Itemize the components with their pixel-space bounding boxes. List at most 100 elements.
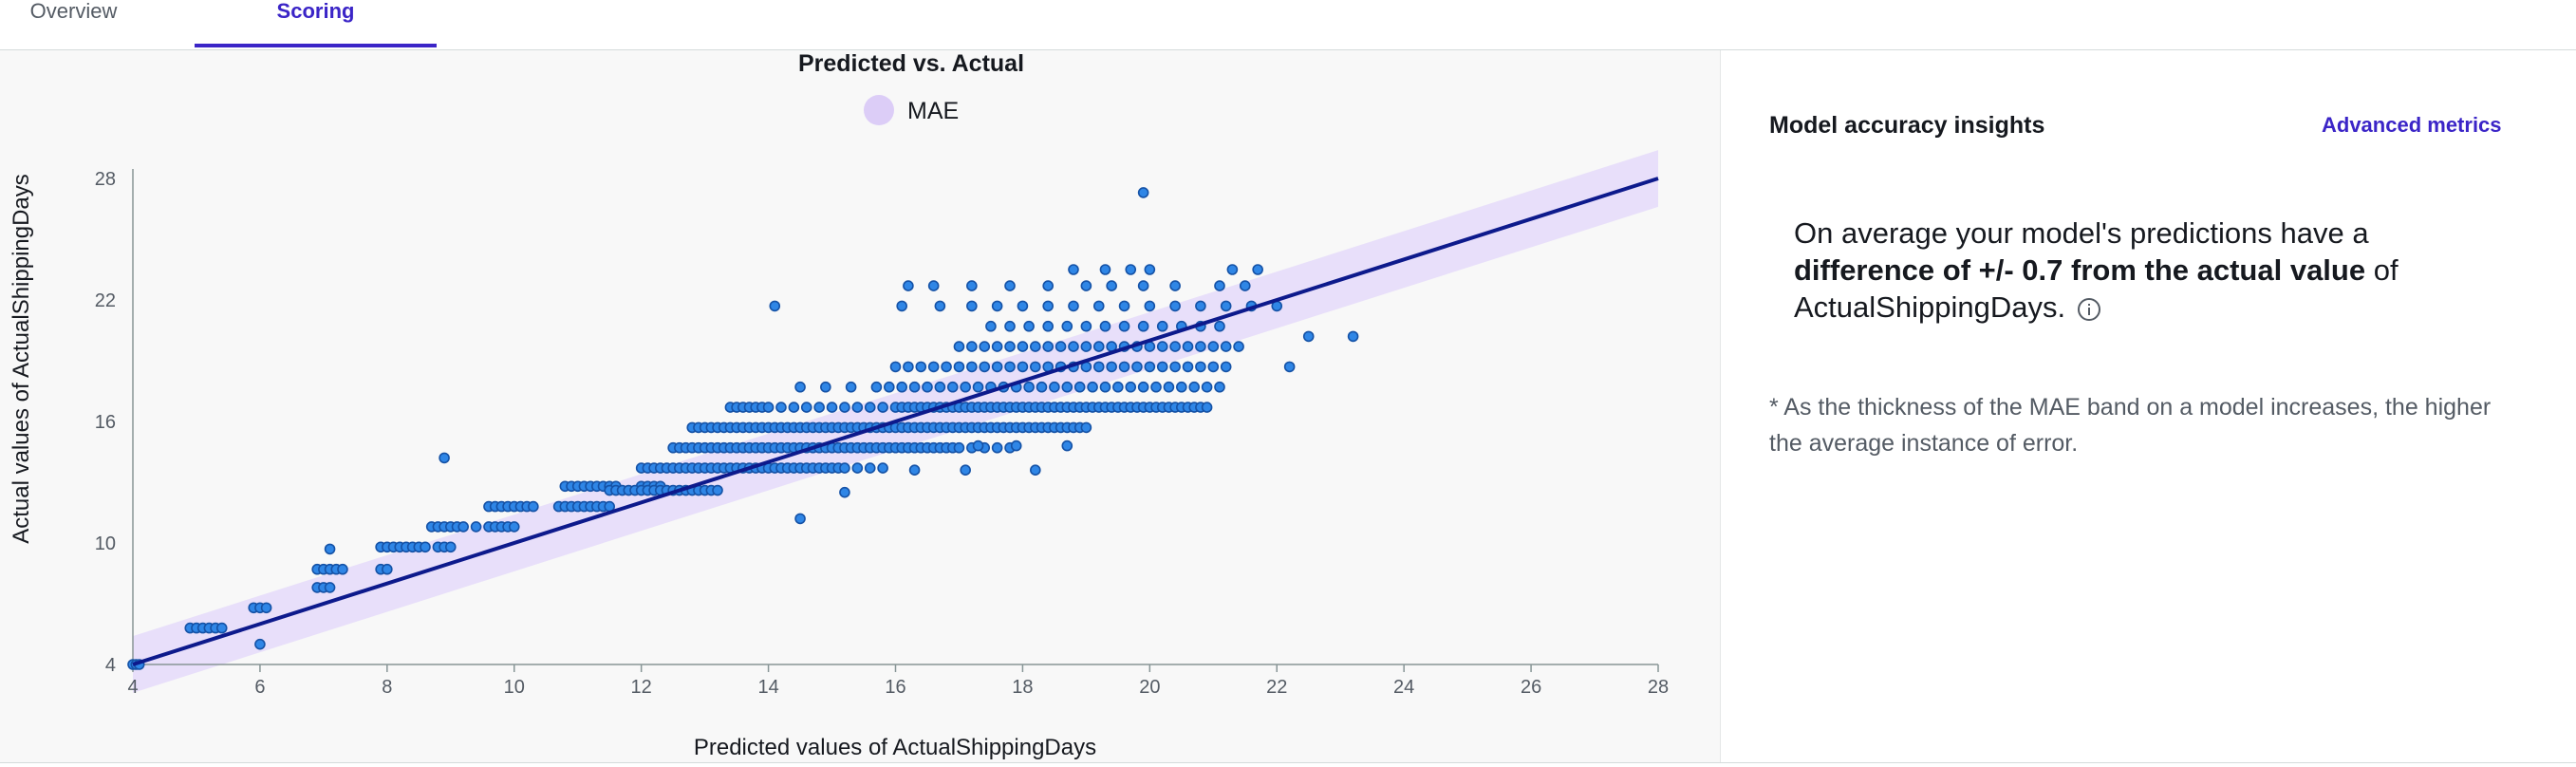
data-point — [1106, 361, 1117, 373]
data-point — [966, 361, 978, 373]
data-point — [922, 381, 933, 393]
data-point — [1017, 361, 1029, 373]
data-point — [1099, 320, 1111, 332]
data-point — [864, 402, 876, 413]
bottom-border — [0, 762, 2576, 763]
data-point — [927, 280, 940, 291]
data-point — [444, 541, 457, 553]
data-point — [1042, 341, 1054, 352]
data-point — [927, 361, 940, 373]
data-point — [1099, 381, 1111, 393]
data-point — [1106, 280, 1117, 291]
data-point — [1195, 300, 1206, 312]
x-tick-label: 16 — [885, 677, 905, 698]
data-point — [1182, 341, 1194, 352]
data-point — [1195, 361, 1206, 373]
chart-panel: Predicted vs. Actual MAE Actual values o… — [0, 50, 1720, 762]
data-point — [1010, 440, 1022, 452]
x-tick-label: 28 — [1648, 677, 1669, 698]
summary-text-2: of ActualShippingDays. — [1794, 253, 2399, 324]
data-point — [1176, 381, 1187, 393]
tab-scoring-label: Scoring — [276, 0, 355, 23]
tab-overview-label: Overview — [29, 0, 118, 23]
data-point — [1125, 381, 1137, 393]
data-point — [1080, 280, 1092, 291]
data-point — [1169, 280, 1181, 291]
data-point — [382, 563, 393, 575]
data-point — [1125, 264, 1137, 275]
data-point — [941, 361, 952, 373]
data-point — [934, 381, 946, 393]
data-point — [1156, 361, 1168, 373]
summary-bold: difference of +/- 0.7 from the actual va… — [1794, 253, 2366, 287]
legend-label-mae: MAE — [907, 98, 959, 124]
data-point — [1099, 264, 1111, 275]
data-point — [1169, 341, 1181, 352]
data-point — [953, 341, 965, 352]
data-point — [953, 361, 965, 373]
data-point — [1030, 341, 1041, 352]
data-point — [1036, 381, 1048, 393]
data-point — [1137, 187, 1149, 198]
data-point — [972, 381, 984, 393]
data-point — [324, 543, 336, 555]
data-point — [439, 452, 450, 464]
data-point — [1030, 464, 1041, 477]
x-tick-label: 22 — [1266, 677, 1287, 698]
data-point — [769, 300, 781, 312]
mae-footnote: * As the thickness of the MAE band on a … — [1769, 394, 2492, 457]
data-point — [915, 361, 927, 373]
x-tick-label: 12 — [631, 677, 652, 698]
data-point — [1061, 440, 1073, 452]
data-point — [1042, 320, 1054, 332]
data-point — [1302, 330, 1315, 343]
legend-swatch-mae — [864, 95, 894, 125]
data-point — [1092, 300, 1105, 312]
data-point — [1207, 341, 1220, 352]
predicted-vs-actual-chart: Predicted vs. Actual MAE Actual values o… — [9, 50, 1669, 760]
data-point — [1030, 361, 1041, 373]
data-point — [1220, 300, 1232, 312]
panel-divider — [1720, 50, 1721, 762]
data-point — [775, 402, 787, 413]
data-point — [794, 513, 806, 525]
advanced-metrics-link[interactable]: Advanced metrics — [2322, 113, 2502, 137]
data-point — [1233, 341, 1244, 352]
summary-text-1: On average your model's predictions have… — [1794, 216, 2369, 250]
data-point — [337, 563, 348, 575]
data-point — [877, 402, 888, 413]
data-point — [324, 582, 336, 593]
data-point — [1214, 381, 1225, 393]
data-point — [762, 402, 775, 413]
data-point — [1239, 280, 1251, 291]
data-point — [820, 381, 831, 393]
data-point — [508, 521, 520, 533]
data-point — [991, 300, 1003, 312]
data-point — [979, 361, 991, 373]
y-tick-label: 28 — [95, 169, 116, 190]
data-point — [953, 441, 965, 454]
data-point — [1061, 320, 1073, 332]
data-point — [528, 500, 539, 513]
y-tick-label: 10 — [95, 533, 116, 554]
data-point — [991, 441, 1003, 454]
tab-overview[interactable]: Overview — [0, 0, 147, 47]
data-point — [1061, 381, 1073, 393]
insights-title: Model accuracy insights — [1769, 112, 2045, 139]
data-point — [896, 381, 907, 393]
data-point — [1023, 320, 1035, 332]
data-point — [966, 341, 978, 352]
data-point — [1182, 361, 1194, 373]
data-point — [1017, 341, 1029, 352]
info-icon[interactable] — [2077, 297, 2100, 321]
data-point — [254, 638, 266, 650]
data-point — [985, 320, 997, 332]
plot-area: 4 6 8 10 12 14 16 18 20 22 24 26 28 4 10 16 22 28 — [95, 150, 1669, 698]
data-point — [215, 622, 228, 634]
data-point — [845, 381, 857, 393]
data-point — [1214, 280, 1225, 291]
tab-scoring[interactable]: Scoring — [195, 0, 437, 47]
data-point — [1201, 402, 1213, 413]
chart-title: Predicted vs. Actual — [798, 50, 1024, 77]
tab-bar: Overview Scoring — [0, 0, 2576, 50]
